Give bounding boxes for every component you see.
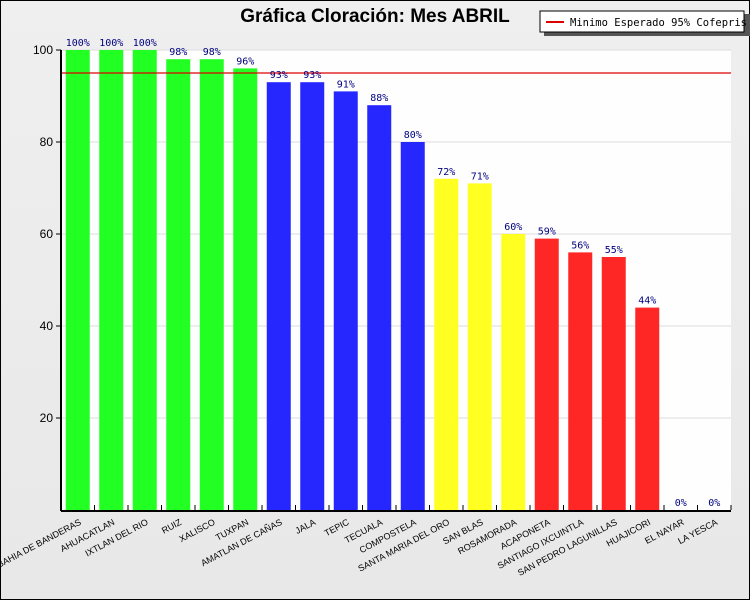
bar bbox=[367, 105, 392, 510]
bar-value-label: 55% bbox=[605, 245, 623, 256]
bar bbox=[400, 142, 425, 510]
bar-value-label: 56% bbox=[571, 240, 589, 251]
bar-value-label: 96% bbox=[236, 56, 254, 67]
bar bbox=[65, 50, 90, 510]
y-tick-label: 60 bbox=[40, 227, 54, 241]
value-labels: 100% 100% 100% 98% 98% 96% 93% 93% 91% 88% 80% 72% 7… bbox=[66, 38, 721, 509]
bar bbox=[132, 50, 157, 510]
y-tick-label: 40 bbox=[40, 319, 54, 333]
bar bbox=[99, 50, 124, 510]
bars bbox=[65, 50, 660, 511]
bar bbox=[534, 238, 559, 510]
bar-value-label: 98% bbox=[169, 47, 187, 58]
bar-value-label: 100% bbox=[99, 38, 123, 49]
bar-value-label: 91% bbox=[337, 79, 355, 90]
axes bbox=[56, 49, 732, 512]
bar-value-label: 93% bbox=[303, 70, 321, 81]
bar-value-label: 88% bbox=[370, 93, 388, 104]
legend-box bbox=[539, 10, 745, 33]
bar-value-label: 0% bbox=[708, 498, 720, 509]
bar bbox=[166, 59, 191, 510]
bar-value-label: 100% bbox=[66, 38, 90, 49]
bar bbox=[266, 82, 291, 510]
y-tick-labels: 20 40 60 80 100 bbox=[33, 43, 53, 425]
bar bbox=[434, 178, 459, 511]
chart-title: Gráfica Cloración: Mes ABRIL bbox=[240, 6, 510, 27]
y-tick-label: 100 bbox=[33, 43, 53, 57]
bar bbox=[333, 91, 358, 511]
bar-value-label: 71% bbox=[471, 171, 489, 182]
bar bbox=[501, 234, 526, 510]
bar bbox=[233, 68, 258, 511]
legend-label: Minimo Esperado 95% Cofepris bbox=[570, 17, 747, 29]
x-tick-label: XALISCO bbox=[178, 517, 217, 544]
bar bbox=[601, 257, 626, 510]
bar-value-label: 98% bbox=[203, 47, 221, 58]
bar-value-label: 59% bbox=[538, 227, 556, 238]
bar-value-label: 80% bbox=[404, 130, 422, 141]
bar-value-label: 60% bbox=[504, 222, 522, 233]
bar-value-label: 93% bbox=[270, 70, 288, 81]
y-tick-label: 80 bbox=[40, 135, 54, 149]
x-tick-label: JALA bbox=[293, 517, 317, 536]
bar bbox=[635, 307, 660, 510]
bar bbox=[467, 183, 492, 510]
bar bbox=[199, 59, 224, 510]
bar bbox=[300, 82, 325, 510]
plot-area bbox=[61, 50, 731, 510]
bar-value-label: 100% bbox=[133, 38, 157, 49]
legend: Minimo Esperado 95% Cofepris bbox=[539, 10, 750, 36]
x-tick-label: RUIZ bbox=[160, 517, 184, 536]
bar-value-label: 0% bbox=[675, 498, 687, 509]
y-tick-label: 20 bbox=[40, 411, 54, 425]
bar-value-label: 44% bbox=[638, 296, 656, 307]
bar-value-label: 72% bbox=[437, 167, 455, 178]
bar bbox=[568, 252, 593, 510]
